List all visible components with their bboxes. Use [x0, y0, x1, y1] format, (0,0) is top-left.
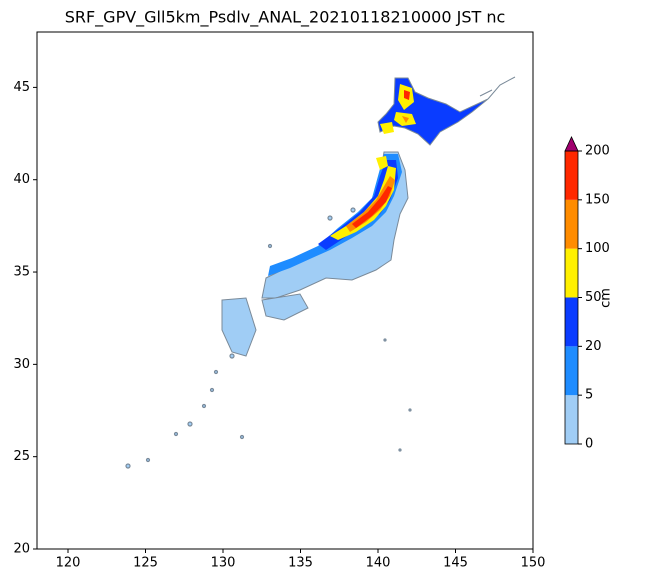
chart-title: SRF_GPV_Gll5km_Psdlv_ANAL_20210118210000… [65, 8, 506, 28]
x-tick-label: 140 [366, 556, 391, 571]
x-tick-label: 135 [288, 556, 313, 571]
colorbar-tick-label: 200 [585, 144, 610, 159]
colorbar-band [565, 395, 578, 444]
colorbar-band [565, 199, 578, 249]
colorbar-label: cm [599, 288, 614, 308]
colorbar-tick-label: 100 [585, 241, 610, 256]
x-tick-label: 145 [443, 556, 468, 571]
colorbar-tick-label: 20 [585, 339, 602, 354]
colorbar-band [565, 346, 578, 396]
colorbar-band [565, 151, 578, 200]
colorbar-tick-label: 150 [585, 192, 610, 207]
y-tick-label: 45 [13, 80, 30, 95]
x-tick-label: 130 [211, 556, 236, 571]
plot-frame [36, 31, 534, 550]
colorbar-tick-label: 0 [585, 437, 593, 452]
y-tick-label: 20 [13, 542, 30, 557]
japan-map [125, 76, 516, 469]
y-tick-label: 30 [13, 357, 30, 372]
y-tick-label: 25 [13, 449, 30, 464]
x-tick-label: 150 [521, 556, 546, 571]
colorbar-band [565, 248, 578, 298]
y-tick-label: 40 [13, 172, 30, 187]
colorbar-extend [564, 136, 579, 152]
x-tick-label: 125 [133, 556, 158, 571]
colorbar-tick-label: 50 [585, 290, 602, 305]
y-tick-label: 35 [13, 265, 30, 280]
x-tick-label: 120 [56, 556, 81, 571]
colorbar-band [565, 297, 578, 347]
colorbar-tick-label: 5 [585, 388, 593, 403]
